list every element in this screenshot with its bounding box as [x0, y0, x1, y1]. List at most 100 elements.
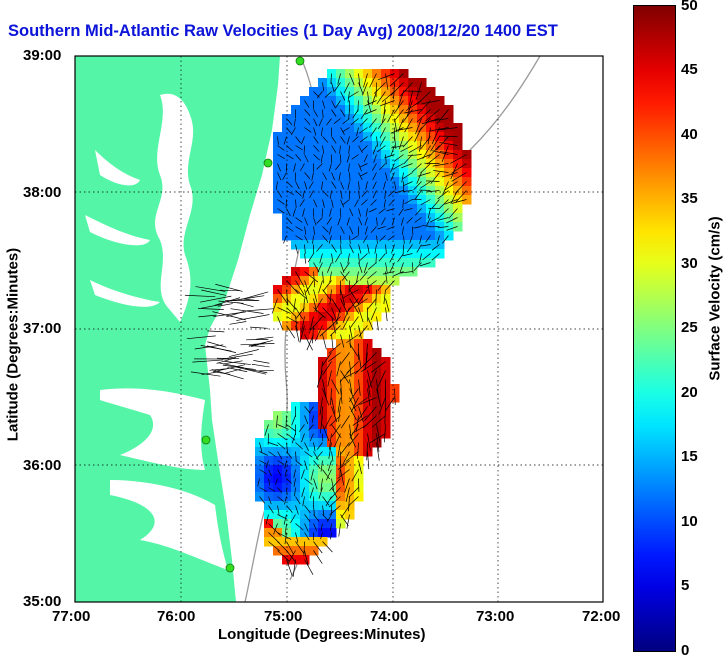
velocity-arrow — [380, 100, 395, 107]
velocity-arrow — [277, 505, 280, 515]
velocity-arrow — [322, 379, 327, 398]
velocity-arrow — [295, 181, 300, 190]
velocity-arrow — [431, 253, 440, 261]
velocity-arrow — [331, 109, 337, 117]
velocity-arrow — [328, 442, 332, 459]
velocity-arrow — [329, 505, 341, 516]
velocity-arrow — [337, 73, 341, 85]
velocity-arrow — [295, 280, 305, 296]
velocity-arrow — [335, 253, 341, 263]
velocity-cell — [327, 114, 337, 124]
velocity-arrow — [354, 199, 359, 208]
velocity-arrow — [304, 226, 307, 235]
velocity-cell — [336, 474, 346, 484]
velocity-cell — [426, 195, 436, 205]
velocity-arrow — [442, 181, 449, 195]
velocity-arrow — [291, 127, 296, 135]
velocity-arrow — [426, 217, 431, 227]
velocity-arrow — [367, 388, 371, 407]
velocity-cell — [300, 303, 310, 313]
velocity-arrow — [286, 127, 292, 135]
velocity-arrow — [372, 172, 377, 181]
radar-stations — [201, 56, 305, 573]
velocity-arrow — [326, 217, 332, 225]
velocity-arrow — [393, 163, 404, 170]
velocity-arrow — [327, 460, 332, 472]
velocity-arrow — [322, 145, 325, 154]
velocity-arrow — [416, 154, 431, 161]
velocity-arrow — [376, 136, 379, 147]
velocity-arrow — [349, 406, 357, 421]
velocity-arrow — [336, 361, 341, 377]
velocity-arrow — [379, 163, 386, 171]
colorbar-tick: 30 — [681, 255, 698, 272]
velocity-arrow — [372, 190, 377, 199]
velocity-cell — [462, 150, 472, 160]
velocity-arrow — [277, 316, 283, 330]
velocity-cell — [435, 96, 445, 106]
velocity-cell — [381, 204, 391, 214]
velocity-arrow — [295, 244, 298, 254]
velocity-cell — [408, 141, 418, 151]
velocity-arrow — [304, 550, 309, 566]
velocity-arrow — [277, 550, 290, 562]
velocity-arrow — [310, 316, 323, 331]
velocity-arrow — [382, 271, 395, 275]
land-mass — [75, 56, 280, 602]
velocity-cell — [408, 204, 418, 214]
velocity-arrow — [329, 289, 332, 305]
radar-station-marker — [295, 56, 305, 66]
velocity-cell — [435, 105, 445, 115]
velocity-arrow — [335, 307, 341, 325]
velocity-arrow — [331, 82, 335, 92]
velocity-arrow — [425, 109, 440, 122]
velocity-arrow — [433, 170, 449, 173]
velocity-arrow — [304, 235, 309, 244]
velocity-arrow — [348, 433, 359, 447]
velocity-cell — [453, 177, 463, 187]
velocity-arrow — [371, 163, 377, 171]
velocity-arrow — [397, 91, 404, 108]
velocity-arrow — [259, 469, 267, 475]
velocity-arrow — [387, 235, 395, 241]
velocity-arrow — [413, 226, 422, 229]
velocity-arrow — [331, 172, 336, 181]
velocity-arrow — [309, 190, 314, 199]
velocity-arrow — [313, 505, 315, 516]
velocity-cell — [363, 186, 373, 196]
velocity-arrow — [334, 82, 341, 92]
velocity-cell — [426, 87, 436, 97]
velocity-arrow — [420, 136, 431, 150]
velocity-arrow — [390, 172, 395, 182]
velocity-arrow — [360, 361, 377, 372]
velocity-arrow — [293, 469, 296, 478]
velocity-arrow — [286, 307, 297, 318]
velocity-arrow — [320, 361, 323, 380]
velocity-arrow — [292, 559, 296, 577]
velocity-arrow — [309, 316, 314, 334]
velocity-arrow — [299, 424, 305, 433]
velocity-arrow — [370, 307, 377, 320]
velocity-arrow — [439, 127, 458, 131]
velocity-arrow — [341, 271, 350, 281]
velocity-arrow — [340, 379, 342, 395]
velocity-arrow — [376, 433, 380, 452]
velocity-cell — [345, 366, 355, 376]
velocity-arrow — [399, 82, 413, 97]
velocity-arrow — [337, 442, 341, 458]
velocity-arrow — [344, 478, 350, 493]
velocity-arrow — [383, 289, 386, 305]
velocity-arrow — [389, 253, 395, 263]
x-tick-label: 75:00 — [264, 608, 303, 625]
velocity-arrow — [361, 190, 368, 197]
velocity-arrow — [414, 190, 422, 200]
velocity-arrow — [348, 109, 350, 119]
velocity-cell — [390, 267, 400, 277]
velocity-arrow — [277, 424, 289, 430]
velocity-arrow — [368, 370, 377, 388]
x-tick-label: 77:00 — [52, 608, 91, 625]
velocity-cell — [435, 150, 445, 160]
velocity-arrow — [339, 145, 341, 154]
velocity-cell — [453, 141, 463, 151]
velocity-arrow — [340, 289, 346, 306]
